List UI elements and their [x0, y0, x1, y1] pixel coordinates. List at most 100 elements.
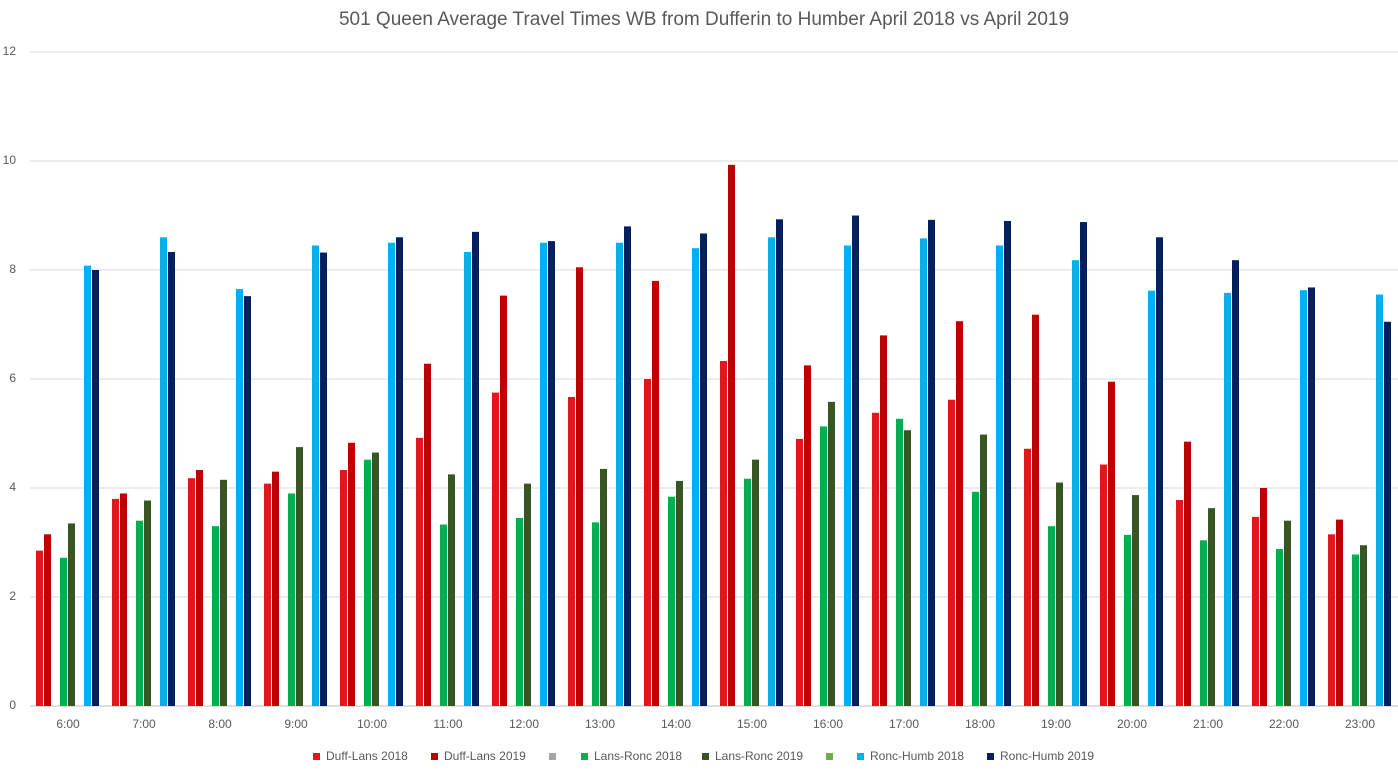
- bar: [896, 418, 903, 706]
- x-tick-label: 11:00: [433, 717, 462, 731]
- bar: [1032, 314, 1039, 706]
- bar: [568, 396, 575, 706]
- bar: [288, 493, 295, 706]
- bar: [820, 426, 827, 706]
- bar: [1072, 260, 1079, 706]
- bar: [652, 280, 659, 706]
- y-tick-label: 0: [9, 698, 16, 712]
- bar: [872, 412, 879, 706]
- bar: [1328, 534, 1335, 706]
- bar: [492, 392, 499, 706]
- bar: [1132, 495, 1139, 706]
- x-tick-label: 19:00: [1041, 717, 1071, 731]
- bar: [112, 498, 119, 706]
- x-tick-label: 18:00: [965, 717, 995, 731]
- bar: [1276, 549, 1283, 706]
- bar: [1056, 482, 1063, 706]
- bar: [524, 483, 531, 706]
- x-tick-label: 17:00: [889, 717, 919, 731]
- bar: [220, 479, 227, 706]
- bar: [928, 219, 935, 707]
- bar: [1184, 441, 1191, 706]
- bar: [828, 401, 835, 706]
- legend-swatch: [313, 753, 320, 760]
- bar: [844, 245, 851, 706]
- bar: [60, 557, 67, 706]
- bar: [1360, 545, 1367, 706]
- y-tick-label: 10: [3, 153, 17, 167]
- bar: [36, 550, 43, 706]
- bar: [1232, 260, 1239, 706]
- bar: [1284, 520, 1291, 706]
- legend-label: Ronc-Humb 2018: [870, 749, 964, 763]
- x-tick-label: 16:00: [813, 717, 843, 731]
- bar: [592, 522, 599, 706]
- bar: [804, 365, 811, 706]
- y-tick-label: 8: [9, 262, 16, 276]
- bar: [948, 399, 955, 706]
- bar: [1004, 220, 1011, 706]
- bar: [980, 434, 987, 706]
- legend-label: Lans-Ronc 2018: [594, 749, 682, 763]
- bar: [348, 442, 355, 706]
- bar: [996, 245, 1003, 706]
- bar: [168, 252, 175, 706]
- bar: [1080, 222, 1087, 707]
- bar: [416, 437, 423, 706]
- x-tick-label: 23:00: [1345, 717, 1375, 731]
- legend-swatch: [857, 753, 864, 760]
- chart-title: 501 Queen Average Travel Times WB from D…: [339, 9, 1069, 30]
- bar: [196, 470, 203, 706]
- x-tick-label: 20:00: [1117, 717, 1147, 731]
- bar: [668, 496, 675, 706]
- x-tick-label: 21:00: [1193, 717, 1223, 731]
- bar: [396, 237, 403, 707]
- bar: [540, 242, 547, 706]
- bar: [768, 237, 775, 707]
- legend-swatch: [702, 753, 709, 760]
- y-tick-label: 2: [9, 589, 16, 603]
- bar: [700, 233, 707, 707]
- bar: [68, 523, 75, 706]
- bar: [880, 335, 887, 706]
- legend-swatch: [987, 753, 994, 760]
- bar: [296, 447, 303, 706]
- bar: [388, 242, 395, 706]
- x-tick-label: 6:00: [56, 717, 80, 731]
- bar: [244, 296, 251, 706]
- x-tick-label: 12:00: [509, 717, 539, 731]
- bar: [120, 493, 127, 706]
- legend-swatch: [581, 753, 588, 760]
- legend-swatch: [826, 753, 833, 760]
- legend-label: Duff-Lans 2019: [444, 749, 526, 763]
- x-tick-label: 14:00: [661, 717, 691, 731]
- bar: [616, 242, 623, 706]
- bar: [1148, 290, 1155, 706]
- bar: [728, 164, 735, 706]
- bar: [264, 483, 271, 706]
- x-tick-label: 9:00: [284, 717, 308, 731]
- bar: [776, 219, 783, 706]
- legend-label: Ronc-Humb 2019: [1000, 749, 1094, 763]
- bar: [144, 500, 151, 706]
- x-tick-label: 13:00: [585, 717, 615, 731]
- bar: [720, 361, 727, 706]
- bar: [1176, 499, 1183, 706]
- bar: [516, 517, 523, 706]
- bar: [1100, 464, 1107, 706]
- bar: [472, 231, 479, 706]
- bar: [372, 452, 379, 706]
- bar: [1124, 534, 1131, 706]
- bar: [272, 471, 279, 706]
- bar: [576, 267, 583, 706]
- x-tick-label: 8:00: [208, 717, 232, 731]
- bar: [1208, 508, 1215, 706]
- bar: [1108, 381, 1115, 706]
- bar: [796, 438, 803, 706]
- bar: [1200, 540, 1207, 706]
- bar: [644, 379, 651, 706]
- bar: [904, 430, 911, 706]
- legend-swatch: [549, 753, 556, 760]
- bar: [1300, 290, 1307, 706]
